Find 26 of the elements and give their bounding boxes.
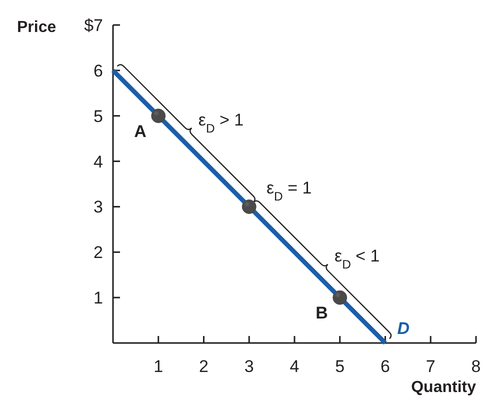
y-axis-title: Price bbox=[17, 19, 56, 36]
x-tick-label: 7 bbox=[426, 357, 436, 376]
annotation: ε$_{D}$ > 1 bbox=[198, 110, 244, 136]
x-tick-label: 8 bbox=[471, 357, 481, 376]
y-tick-label: 3 bbox=[94, 198, 103, 217]
y-tick-label: 2 bbox=[94, 243, 103, 262]
x-tick-label: 1 bbox=[154, 357, 164, 376]
x-tick-label: 3 bbox=[244, 357, 254, 376]
point bbox=[151, 108, 166, 124]
point bbox=[332, 290, 348, 305]
annotation: ε$_{D}$ = 1 bbox=[266, 178, 312, 204]
x-axis-title: Quantity bbox=[411, 379, 476, 396]
y-tick-label: 5 bbox=[94, 106, 103, 126]
x-tick-label: 2 bbox=[199, 357, 208, 376]
y-tick-label: 6 bbox=[94, 61, 103, 80]
y-tick-label: 1 bbox=[94, 288, 103, 308]
point bbox=[242, 199, 256, 214]
data-label: A bbox=[134, 122, 146, 141]
series-label: D bbox=[397, 319, 410, 338]
y-tick-label: 4 bbox=[94, 152, 103, 172]
x-tick-label: 5 bbox=[335, 357, 345, 376]
x-tick-label: 4 bbox=[290, 357, 300, 376]
x-tick-label: 6 bbox=[380, 357, 390, 376]
annotation: ε$_{D}$ < 1 bbox=[334, 246, 380, 272]
data-label: B bbox=[316, 304, 328, 323]
y-tick-label: $7 bbox=[84, 16, 103, 35]
